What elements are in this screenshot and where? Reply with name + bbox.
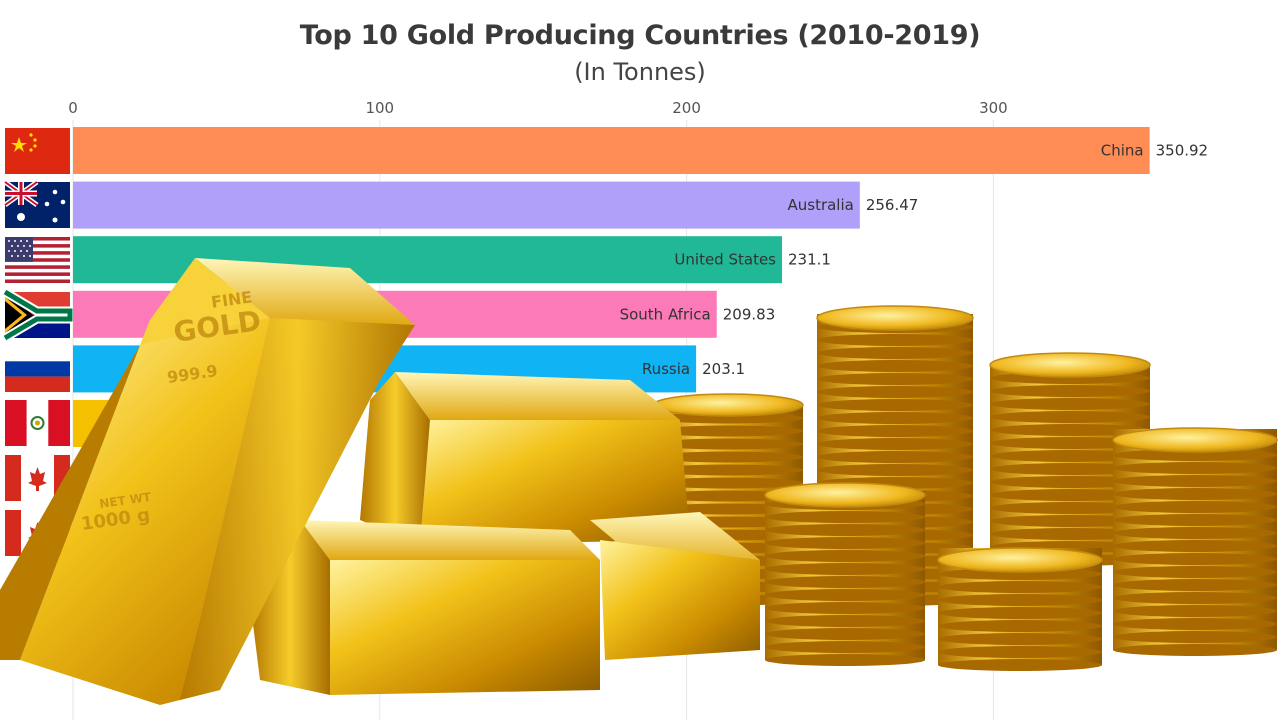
canada-flag-icon bbox=[5, 455, 70, 501]
australia-flag-icon bbox=[3, 179, 70, 228]
value-label: 203.1 bbox=[702, 360, 745, 378]
bar-labels: China 350.92 Australia 256.47 United States 2… bbox=[620, 142, 1209, 378]
value-label: 350.92 bbox=[1156, 142, 1209, 160]
chart-title: Top 10 Gold Producing Countries (2010-20… bbox=[299, 20, 981, 51]
flag-column bbox=[2, 128, 75, 556]
south-africa-flag-icon bbox=[2, 288, 75, 342]
category-label: South Africa bbox=[620, 305, 711, 323]
value-label: 256.47 bbox=[866, 196, 919, 214]
x-tick-label: 100 bbox=[365, 99, 394, 117]
bars bbox=[73, 127, 1150, 393]
hidden-bar bbox=[73, 400, 193, 447]
bar bbox=[73, 127, 1150, 174]
bar bbox=[73, 345, 697, 393]
partially-hidden-bars bbox=[73, 400, 193, 447]
x-tick-label: 0 bbox=[68, 99, 78, 117]
category-label: Australia bbox=[787, 196, 853, 214]
category-label: Russia bbox=[642, 360, 690, 378]
x-tick-label: 200 bbox=[672, 99, 701, 117]
canada-flag-icon bbox=[5, 510, 70, 556]
peru-flag-icon bbox=[5, 400, 70, 446]
category-label: United States bbox=[674, 251, 776, 269]
bar bbox=[73, 181, 860, 229]
x-axis-ticks: 0 100 200 300 bbox=[68, 99, 1007, 117]
value-label: 231.1 bbox=[788, 251, 831, 269]
united-states-flag-icon bbox=[5, 237, 70, 284]
russia-flag-icon bbox=[5, 346, 70, 392]
china-flag-icon bbox=[5, 128, 70, 174]
x-tick-label: 300 bbox=[979, 99, 1008, 117]
chart-subtitle: (In Tonnes) bbox=[574, 58, 706, 86]
value-label: 209.83 bbox=[723, 305, 776, 323]
category-label: China bbox=[1101, 142, 1144, 160]
